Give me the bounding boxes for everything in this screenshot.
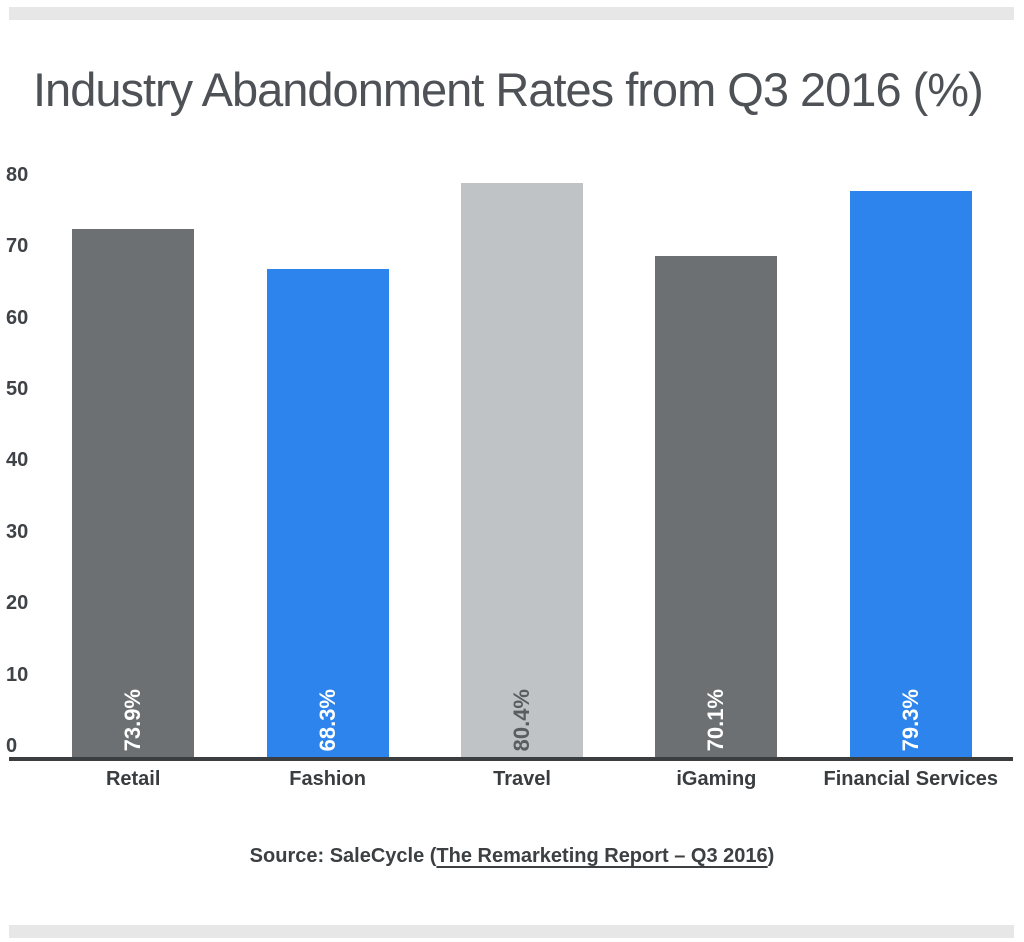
source-prefix: Source: SaleCycle ( — [249, 845, 437, 867]
bottom-divider — [9, 925, 1014, 938]
source-suffix: ) — [767, 845, 775, 867]
bar-value-label: 79.3% — [897, 688, 923, 751]
x-category-label-financial-services: Financial Services — [823, 768, 999, 790]
y-tick-label: 60 — [6, 306, 29, 329]
x-category-label-travel: Travel — [493, 768, 551, 790]
bar-value-label: 68.3% — [314, 688, 340, 751]
bar-value-label: 70.1% — [703, 688, 729, 751]
y-tick-label: 20 — [6, 592, 29, 615]
y-tick-label: 10 — [6, 663, 29, 686]
bar-fashion: 68.3% — [266, 269, 389, 757]
bar-igaming: 70.1% — [655, 256, 778, 757]
x-category-label-retail: Retail — [105, 768, 161, 790]
bar-retail: 73.9% — [72, 229, 195, 757]
bar-travel: 80.4% — [461, 182, 583, 757]
y-tick-label: 50 — [6, 378, 29, 400]
y-tick-label: 40 — [6, 449, 29, 472]
y-tick-label: 80 — [6, 163, 29, 186]
y-tick-label: 70 — [6, 235, 29, 258]
bar-value-label: 73.9% — [120, 688, 146, 751]
y-tick-label: 30 — [6, 520, 29, 543]
x-category-label-fashion: Fashion — [289, 768, 366, 790]
source-link[interactable]: The Remarketing Report – Q3 2016 — [436, 845, 768, 867]
chart-title: Industry Abandonment Rates from Q3 2016 … — [33, 63, 984, 116]
x-axis-line — [9, 757, 1013, 761]
x-category-label-igaming: iGaming — [676, 768, 757, 790]
bar-financial-services: 79.3% — [849, 190, 972, 757]
y-tick-label: 0 — [6, 735, 18, 757]
bar-value-label: 80.4% — [509, 688, 534, 751]
source-caption: Source: SaleCycle (The Remarketing Repor… — [0, 845, 1024, 868]
top-divider — [9, 7, 1014, 20]
